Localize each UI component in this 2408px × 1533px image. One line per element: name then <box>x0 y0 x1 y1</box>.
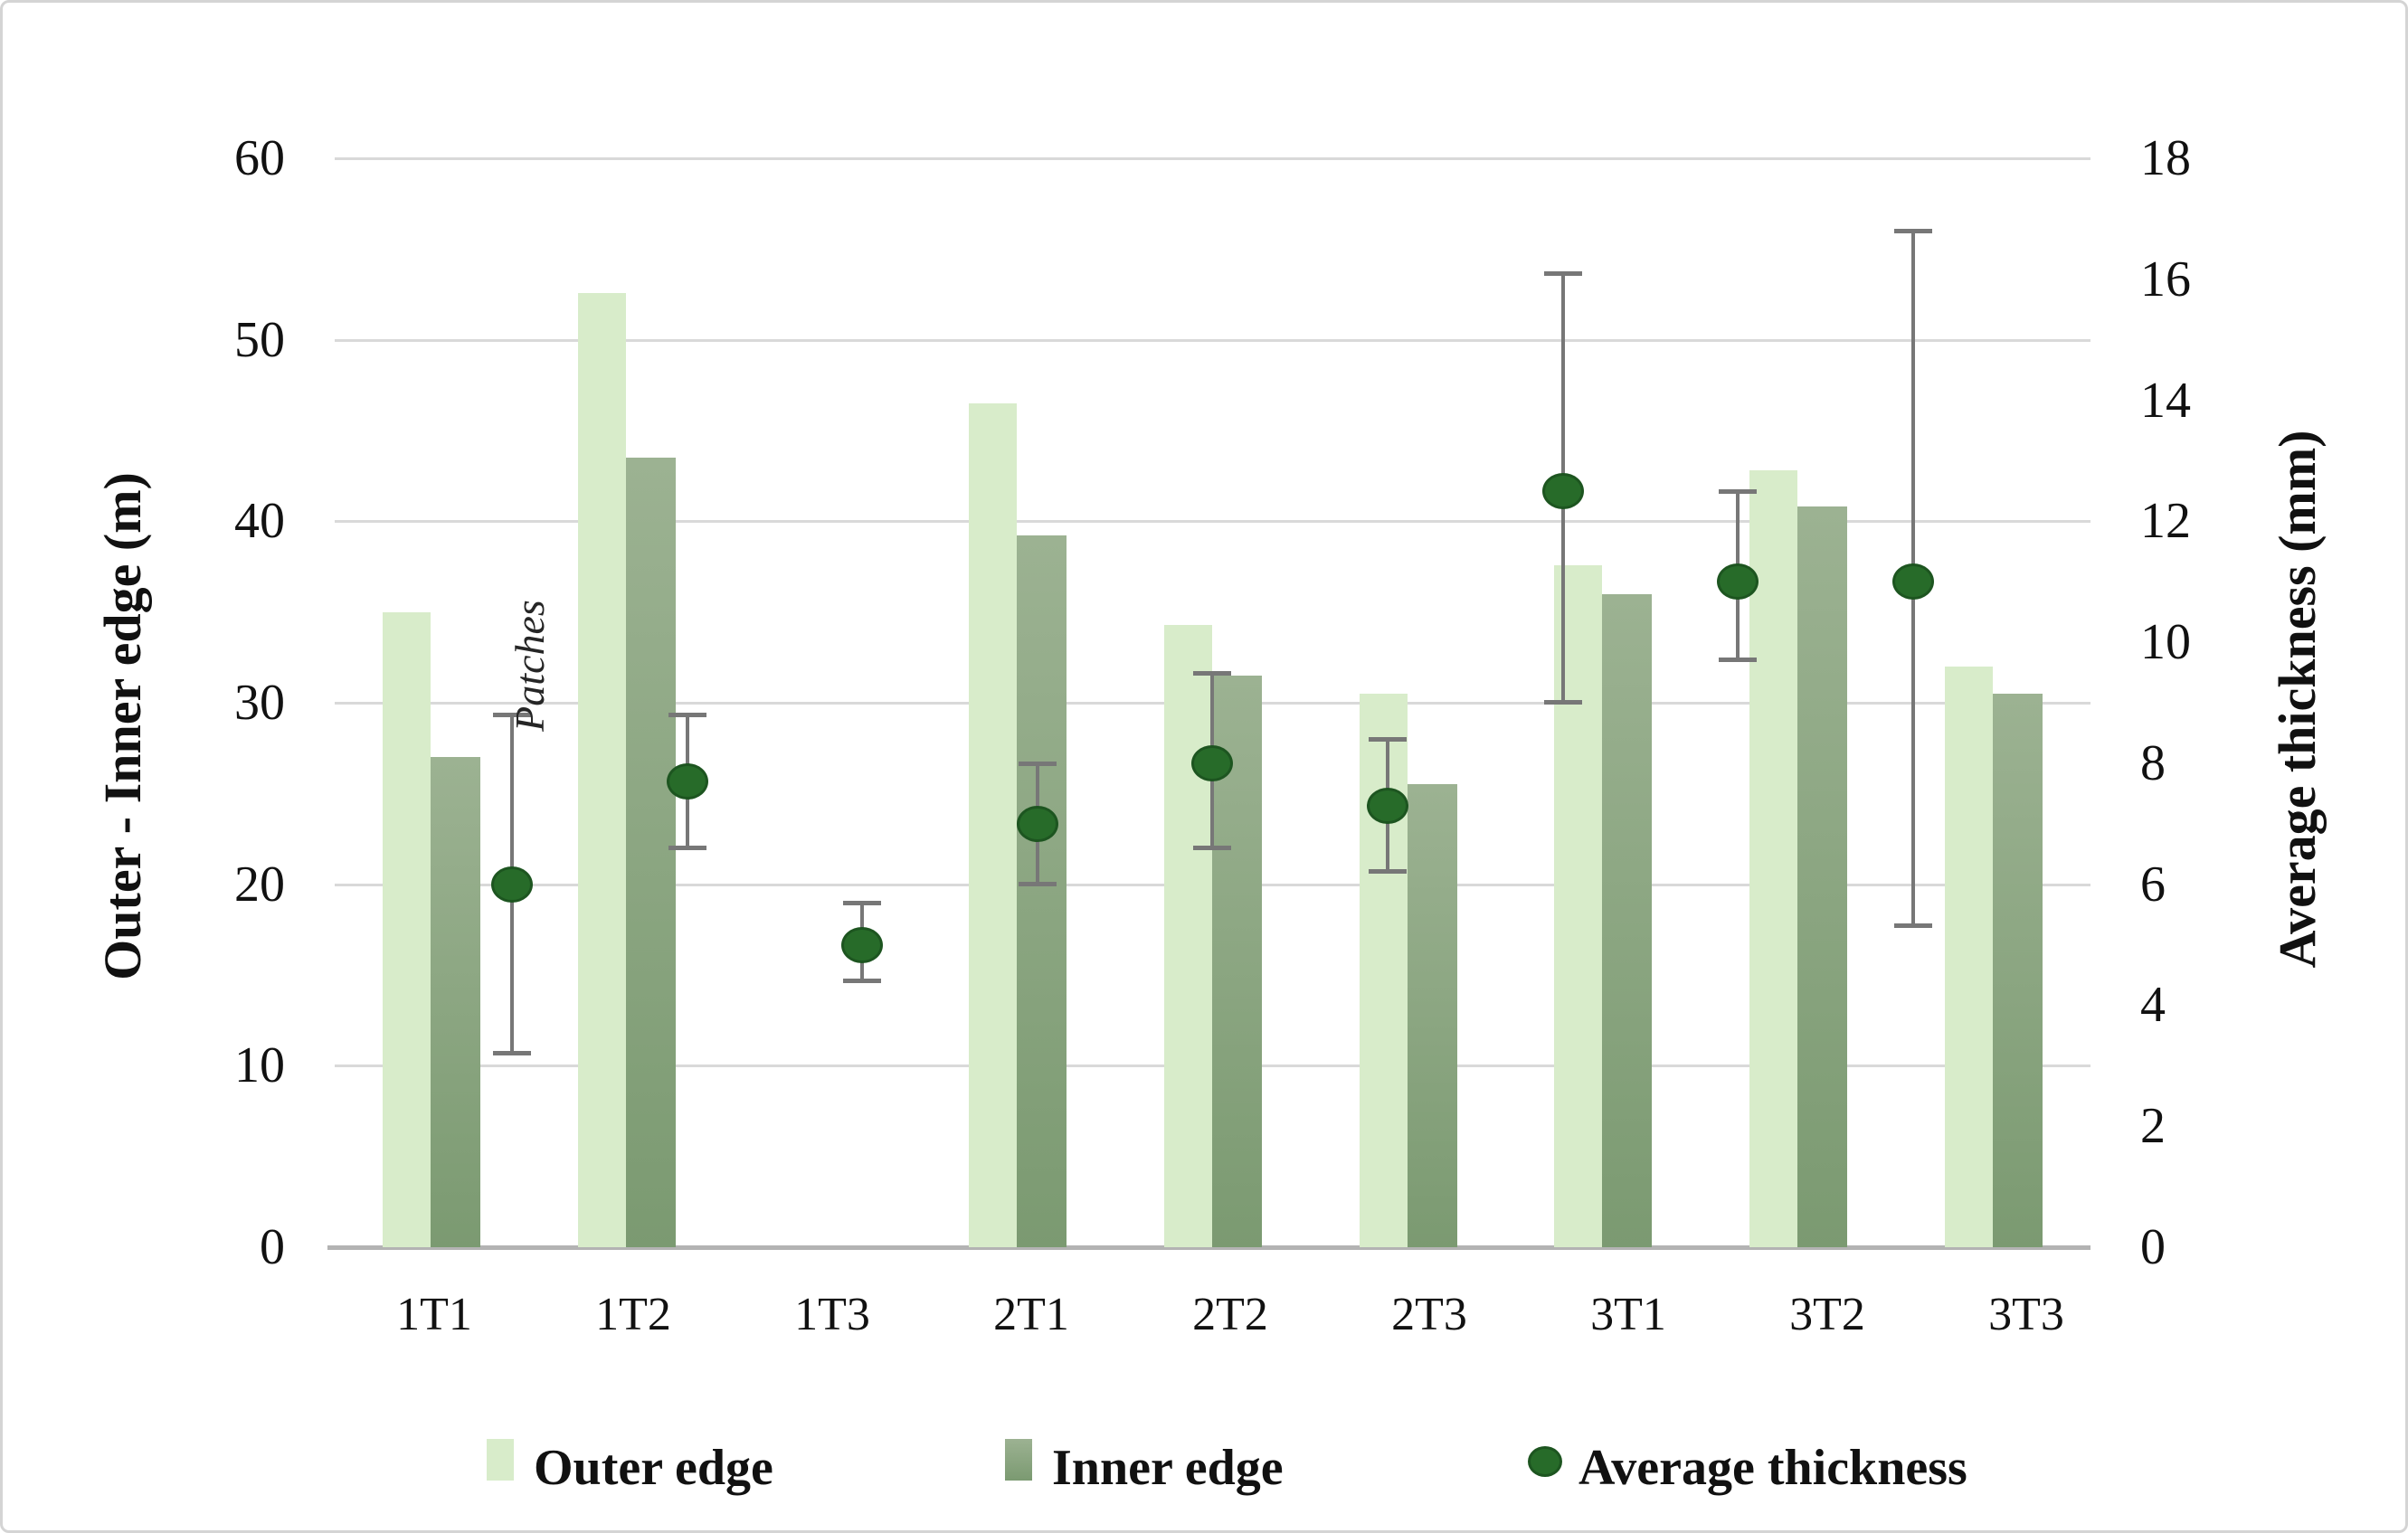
error-cap-bottom-3T3 <box>1893 923 1932 929</box>
bar-outer-edge-3T3 <box>1945 666 1994 1247</box>
bar-outer-edge-2T2 <box>1163 624 1212 1247</box>
right-tick-16: 16 <box>2140 251 2191 308</box>
left-axis-title: Outer - Inner edge (m) <box>93 472 152 980</box>
bar-inner-edge-3T1 <box>1602 593 1653 1247</box>
bar-outer-edge-2T3 <box>1359 693 1408 1247</box>
error-cap-top-3T2 <box>1719 488 1758 494</box>
x-axis-line <box>327 1245 2090 1250</box>
gridline-40 <box>335 520 2090 524</box>
bar-outer-edge-3T2 <box>1749 470 1798 1247</box>
error-cap-top-3T3 <box>1893 229 1932 234</box>
category-label-3T2: 3T2 <box>1789 1289 1865 1340</box>
right-tick-10: 10 <box>2140 614 2191 671</box>
category-label-1T1: 1T1 <box>396 1289 472 1340</box>
error-cap-bottom-2T1 <box>1018 881 1057 886</box>
average-thickness-point-3T2 <box>1717 563 1759 601</box>
average-thickness-point-1T1 <box>491 866 533 903</box>
average-thickness-point-3T3 <box>1891 563 1934 601</box>
legend-average-thickness-marker <box>1528 1446 1562 1477</box>
left-tick-0: 0 <box>260 1219 285 1275</box>
bar-inner-edge-3T3 <box>1993 693 2043 1247</box>
gridline-60 <box>335 157 2090 160</box>
category-label-3T3: 3T3 <box>1988 1289 2064 1340</box>
error-cap-top-1T3 <box>843 900 882 905</box>
error-cap-top-1T2 <box>668 713 706 718</box>
error-cap-bottom-2T3 <box>1369 869 1407 875</box>
error-cap-bottom-3T1 <box>1543 700 1582 705</box>
legend-inner-edge-label: Inner edge <box>1052 1440 1284 1496</box>
error-cap-top-2T3 <box>1369 737 1407 743</box>
right-tick-2: 2 <box>2140 1098 2166 1155</box>
left-tick-20: 20 <box>234 856 285 913</box>
left-tick-60: 60 <box>234 130 285 186</box>
average-thickness-point-2T1 <box>1016 805 1058 842</box>
right-axis-title: Average thickness (mm) <box>2268 430 2327 969</box>
category-label-2T1: 2T1 <box>993 1289 1069 1340</box>
average-thickness-point-2T3 <box>1367 787 1408 824</box>
right-tick-4: 4 <box>2140 977 2166 1034</box>
right-tick-14: 14 <box>2140 372 2191 429</box>
legend-outer-edge-swatch <box>487 1439 514 1481</box>
bar-inner-edge-1T1 <box>431 757 480 1247</box>
patches-annotation: Patches <box>507 600 553 732</box>
average-thickness-point-2T2 <box>1191 744 1234 781</box>
category-label-3T1: 3T1 <box>1590 1289 1666 1340</box>
right-tick-6: 6 <box>2140 856 2166 913</box>
right-tick-0: 0 <box>2140 1219 2166 1275</box>
left-tick-10: 10 <box>234 1037 285 1094</box>
right-tick-18: 18 <box>2140 130 2191 186</box>
bar-outer-edge-2T1 <box>968 402 1017 1247</box>
legend-inner-edge-swatch <box>1005 1439 1032 1481</box>
left-tick-50: 50 <box>234 311 285 368</box>
gridline-50 <box>335 338 2090 342</box>
right-tick-8: 8 <box>2140 734 2166 791</box>
bar-inner-edge-1T2 <box>625 458 676 1247</box>
average-thickness-point-1T2 <box>666 762 708 800</box>
category-label-2T2: 2T2 <box>1192 1289 1268 1340</box>
error-cap-top-2T1 <box>1018 761 1057 766</box>
bar-inner-edge-2T1 <box>1016 535 1067 1247</box>
error-cap-top-1T1 <box>493 713 531 718</box>
legend-outer-edge-label: Outer edge <box>534 1440 773 1496</box>
error-cap-bottom-2T2 <box>1193 845 1232 850</box>
bar-inner-edge-2T3 <box>1407 784 1457 1247</box>
error-cap-top-2T2 <box>1193 670 1232 676</box>
error-cap-bottom-3T2 <box>1719 658 1758 663</box>
plot-area <box>327 157 2090 1250</box>
left-tick-30: 30 <box>234 675 285 731</box>
legend: Outer edge Inner edge Average thickness <box>3 1437 2405 1500</box>
error-cap-top-3T1 <box>1543 271 1582 277</box>
category-label-1T2: 1T2 <box>595 1289 671 1340</box>
average-thickness-point-3T1 <box>1541 472 1584 509</box>
category-label-1T3: 1T3 <box>794 1289 870 1340</box>
bar-inner-edge-3T2 <box>1797 506 1848 1247</box>
right-tick-12: 12 <box>2140 493 2191 550</box>
left-tick-40: 40 <box>234 493 285 550</box>
bar-outer-edge-1T2 <box>577 292 626 1247</box>
error-cap-bottom-1T1 <box>493 1050 531 1055</box>
bar-outer-edge-1T1 <box>383 611 431 1247</box>
error-cap-bottom-1T3 <box>843 978 882 983</box>
error-cap-bottom-1T2 <box>668 845 706 850</box>
legend-average-thickness-label: Average thickness <box>1578 1440 1967 1496</box>
average-thickness-point-1T3 <box>841 926 884 963</box>
category-label-2T3: 2T3 <box>1391 1289 1467 1340</box>
